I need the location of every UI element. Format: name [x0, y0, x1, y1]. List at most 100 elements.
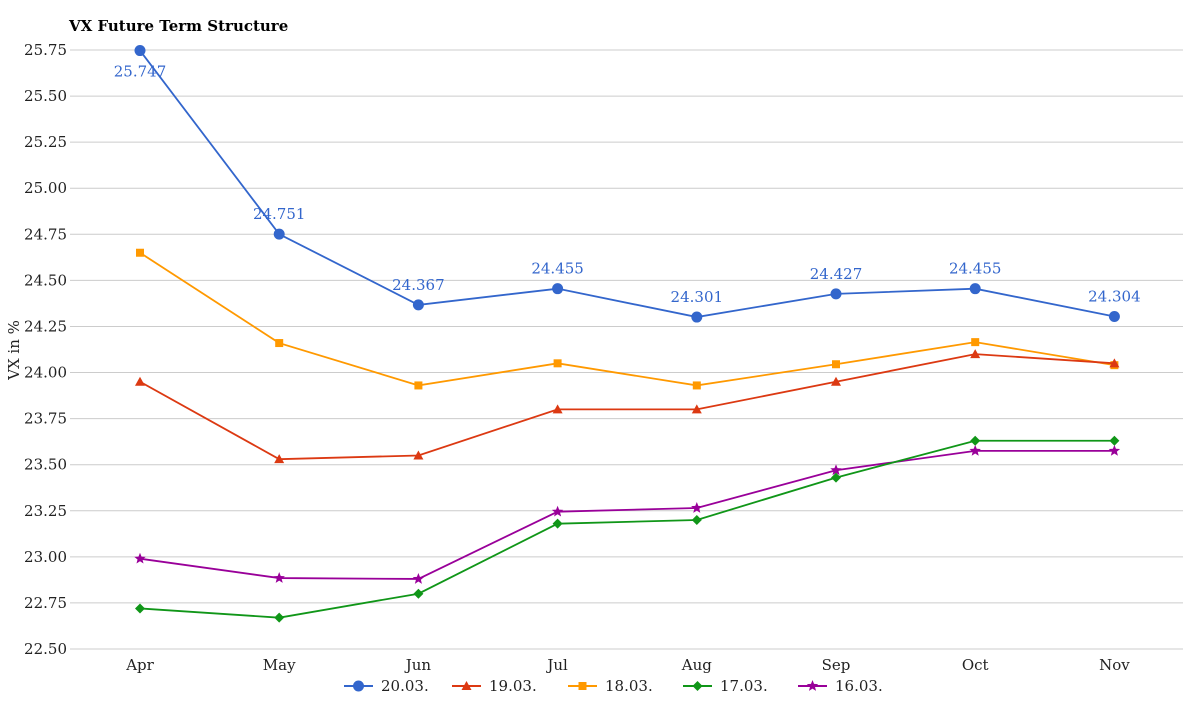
legend-marker: [461, 681, 472, 690]
data-point: [274, 612, 285, 623]
x-tick-label: Nov: [1099, 656, 1130, 674]
legend-marker: [806, 680, 819, 691]
series-16.03.: [134, 444, 1121, 584]
legend-item[interactable]: 20.03.: [344, 677, 429, 695]
x-tick-label: Jul: [545, 656, 568, 674]
data-label: 25.747: [114, 63, 167, 81]
data-point: [1108, 311, 1120, 323]
legend-marker: [692, 681, 703, 691]
y-tick-label: 23.50: [24, 456, 67, 474]
data-point: [553, 359, 562, 368]
x-tick-label: May: [263, 656, 296, 674]
chart-title: VX Future Term Structure: [68, 17, 288, 35]
legend-label: 18.03.: [605, 677, 653, 695]
gridlines: [70, 49, 1183, 650]
series-line: [139, 251, 1115, 387]
x-tick-label: Jun: [404, 656, 432, 674]
y-tick-label: 24.00: [24, 364, 67, 382]
x-tick-label: Sep: [822, 656, 851, 674]
data-point: [831, 376, 841, 386]
y-tick-label: 22.50: [24, 640, 67, 658]
data-point: [552, 518, 563, 529]
series-line: [139, 50, 1115, 318]
data-point: [969, 444, 981, 456]
data-label: 24.367: [392, 276, 445, 294]
data-point: [275, 339, 284, 348]
legend-item[interactable]: 17.03.: [683, 677, 768, 695]
legend-label: 19.03.: [489, 677, 537, 695]
y-tick-label: 23.00: [24, 548, 67, 566]
data-point: [1109, 435, 1120, 446]
legend-marker: [353, 680, 364, 692]
data-point: [135, 376, 145, 386]
y-tick-label: 25.25: [24, 133, 67, 151]
data-point: [551, 505, 564, 517]
y-tick-label: 24.75: [24, 225, 67, 243]
data-point: [552, 283, 564, 295]
data-point: [691, 311, 703, 323]
series-line: [139, 439, 1115, 619]
y-tick-label: 25.75: [24, 41, 67, 59]
x-axis-ticks: Apr May Jun Jul Aug Sep Oct Nov: [125, 656, 1130, 674]
data-point: [274, 454, 285, 464]
data-point: [970, 349, 981, 359]
data-point: [135, 603, 145, 614]
data-point: [1108, 444, 1121, 456]
data-label: 24.301: [671, 288, 724, 306]
data-point: [414, 381, 423, 390]
y-axis-title: VX in %: [5, 320, 23, 381]
legend-marker: [578, 682, 587, 690]
legend-item[interactable]: 18.03.: [568, 677, 653, 695]
data-point: [552, 404, 563, 414]
data-labels: 25.747 24.751 24.367 24.455 24.301 24.427 24.4…: [114, 63, 1141, 307]
data-point: [692, 381, 701, 390]
x-tick-label: Oct: [962, 656, 989, 674]
legend: 20.03. 19.03. 18.03. 17.03. 16.03.: [344, 677, 883, 695]
data-point: [1109, 358, 1120, 368]
y-tick-label: 23.75: [24, 410, 67, 428]
legend-item[interactable]: 19.03.: [452, 677, 537, 695]
data-point: [273, 228, 285, 240]
data-point: [969, 283, 981, 295]
data-point: [413, 588, 424, 599]
series-line: [139, 353, 1115, 461]
data-point: [691, 514, 702, 525]
y-tick-label: 24.50: [24, 271, 67, 289]
data-point: [832, 360, 840, 369]
legend-label: 17.03.: [720, 677, 768, 695]
data-point: [970, 435, 981, 446]
series-17.03.: [135, 435, 1120, 623]
data-point: [413, 450, 424, 460]
data-label: 24.751: [253, 205, 306, 223]
data-point: [971, 338, 980, 347]
y-tick-label: 22.75: [24, 594, 67, 612]
series-lines: [134, 45, 1121, 623]
y-tick-label: 23.25: [24, 502, 67, 520]
y-tick-label: 25.50: [24, 87, 67, 105]
data-point: [830, 464, 842, 476]
data-label: 24.427: [810, 265, 863, 283]
x-tick-label: Apr: [125, 656, 154, 674]
data-point: [134, 45, 146, 57]
data-point: [691, 502, 703, 513]
y-tick-label: 24.25: [24, 317, 67, 335]
y-axis-ticks: 22.50 22.75 23.00 23.25 23.50 23.75 24.00 24.25…: [24, 41, 67, 658]
y-tick-label: 25.00: [24, 179, 67, 197]
legend-item[interactable]: 16.03.: [798, 677, 883, 695]
series-line: [139, 449, 1115, 580]
data-point: [691, 404, 702, 414]
series-20.03.: [134, 45, 1120, 323]
data-point: [412, 299, 424, 311]
legend-label: 16.03.: [835, 677, 883, 695]
legend-label: 20.03.: [381, 677, 429, 695]
data-label: 24.455: [949, 260, 1002, 278]
data-point: [831, 472, 841, 483]
series-19.03.: [135, 349, 1120, 464]
data-point: [273, 572, 285, 583]
data-point: [830, 288, 842, 300]
x-tick-label: Aug: [681, 656, 712, 674]
data-point: [134, 552, 146, 564]
data-label: 24.455: [531, 260, 584, 278]
